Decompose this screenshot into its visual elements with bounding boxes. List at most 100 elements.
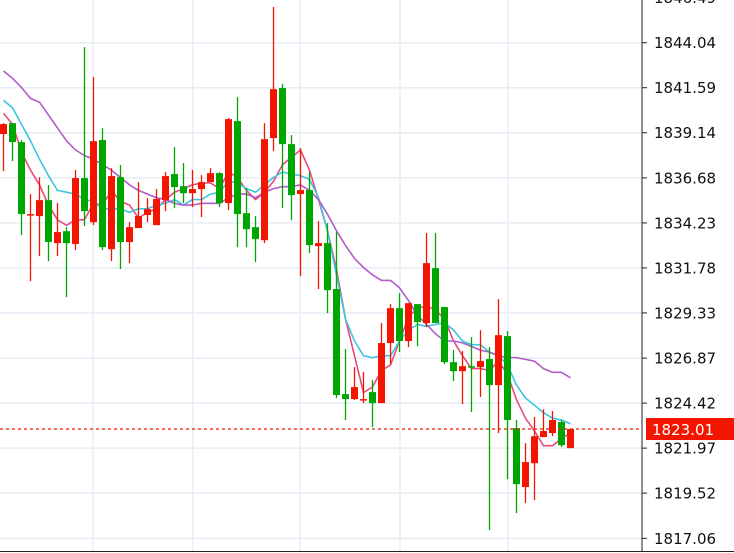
candle[interactable] [441,307,448,365]
candle-body [378,343,385,404]
candle[interactable] [270,7,277,152]
candle-body [9,123,16,143]
candle[interactable] [351,367,358,401]
candle[interactable] [81,47,88,227]
candle[interactable] [252,216,259,263]
candle[interactable] [198,175,205,218]
candle-body [27,214,34,216]
candle-body [351,387,358,400]
candle-body [180,186,187,194]
candle[interactable] [135,182,142,229]
candle[interactable] [387,304,394,365]
candle[interactable] [432,233,439,324]
candle[interactable] [333,232,340,399]
candle[interactable] [342,349,349,421]
candle-body [522,462,529,488]
candle[interactable] [90,77,97,226]
moving-average-line-ma-slow [2,70,571,379]
candle[interactable] [189,170,196,208]
candle[interactable] [315,221,322,290]
candle[interactable] [324,223,331,314]
candle[interactable] [216,172,223,208]
moving-average-lines [2,70,571,447]
candle[interactable] [306,172,313,254]
candle[interactable] [396,293,403,353]
candle-body [513,428,520,485]
candle[interactable] [225,118,232,211]
y-tick-label: 1819.52 [654,485,716,503]
candle[interactable] [36,177,43,257]
candle-body [18,142,25,215]
candle[interactable] [459,351,466,405]
candle-body [63,231,70,244]
candle[interactable] [378,323,385,404]
candle[interactable] [405,303,412,348]
candle[interactable] [234,97,241,248]
candle-body [567,429,574,449]
candle[interactable] [144,198,151,223]
candle[interactable] [477,330,484,398]
candle[interactable] [414,304,421,347]
candle-body [126,227,133,243]
candle[interactable] [117,165,124,270]
candle[interactable] [63,227,70,298]
candle[interactable] [99,128,106,251]
grid-lines [0,0,642,551]
candle[interactable] [162,172,169,212]
candle-body [252,227,259,240]
candle[interactable] [369,380,376,428]
candle[interactable] [54,203,61,257]
candle[interactable] [450,350,457,382]
candle[interactable] [567,429,574,449]
candle[interactable] [243,188,250,248]
candle[interactable] [513,420,520,514]
y-tick-label: 1836.68 [654,169,716,187]
candle[interactable] [126,222,133,264]
candle-body [225,119,232,204]
y-tick-label: 1817.06 [654,530,716,548]
current-price-marker: 1823.01 [0,418,734,441]
candle[interactable] [360,372,367,404]
candle[interactable] [297,148,304,277]
y-tick-label: 1826.87 [654,350,716,368]
candle[interactable] [72,170,79,251]
candle[interactable] [27,194,34,282]
candle-body [0,124,7,134]
candle[interactable] [504,331,511,480]
candle[interactable] [549,411,556,437]
candle[interactable] [45,185,52,262]
candle[interactable] [153,189,160,226]
candle[interactable] [180,163,187,204]
candle[interactable] [558,420,565,448]
candle[interactable] [522,443,529,504]
candle-body [540,431,547,438]
candle[interactable] [531,417,538,501]
candle[interactable] [207,168,214,183]
candle[interactable] [288,135,295,221]
candle[interactable] [468,337,475,413]
candle-body [306,190,313,246]
candle[interactable] [423,233,430,328]
candle[interactable] [171,147,178,209]
candle-body [297,190,304,195]
candle[interactable] [18,140,25,236]
candle-body [477,361,484,368]
y-tick-label: 1821.97 [654,440,716,458]
candle[interactable] [279,84,286,209]
candle-body [198,182,205,190]
candle[interactable] [9,123,16,162]
candle-body [342,394,349,400]
candle[interactable] [108,168,115,262]
y-tick-label: 1831.78 [654,259,716,277]
candle[interactable] [261,123,268,244]
candle[interactable] [540,409,547,438]
candle[interactable] [495,299,502,434]
candle[interactable] [0,123,7,172]
candle-body [45,200,52,243]
candle-body [117,177,124,243]
moving-average-line-ma-mid [2,99,571,425]
candle[interactable] [486,347,493,531]
candle-body [162,176,169,201]
